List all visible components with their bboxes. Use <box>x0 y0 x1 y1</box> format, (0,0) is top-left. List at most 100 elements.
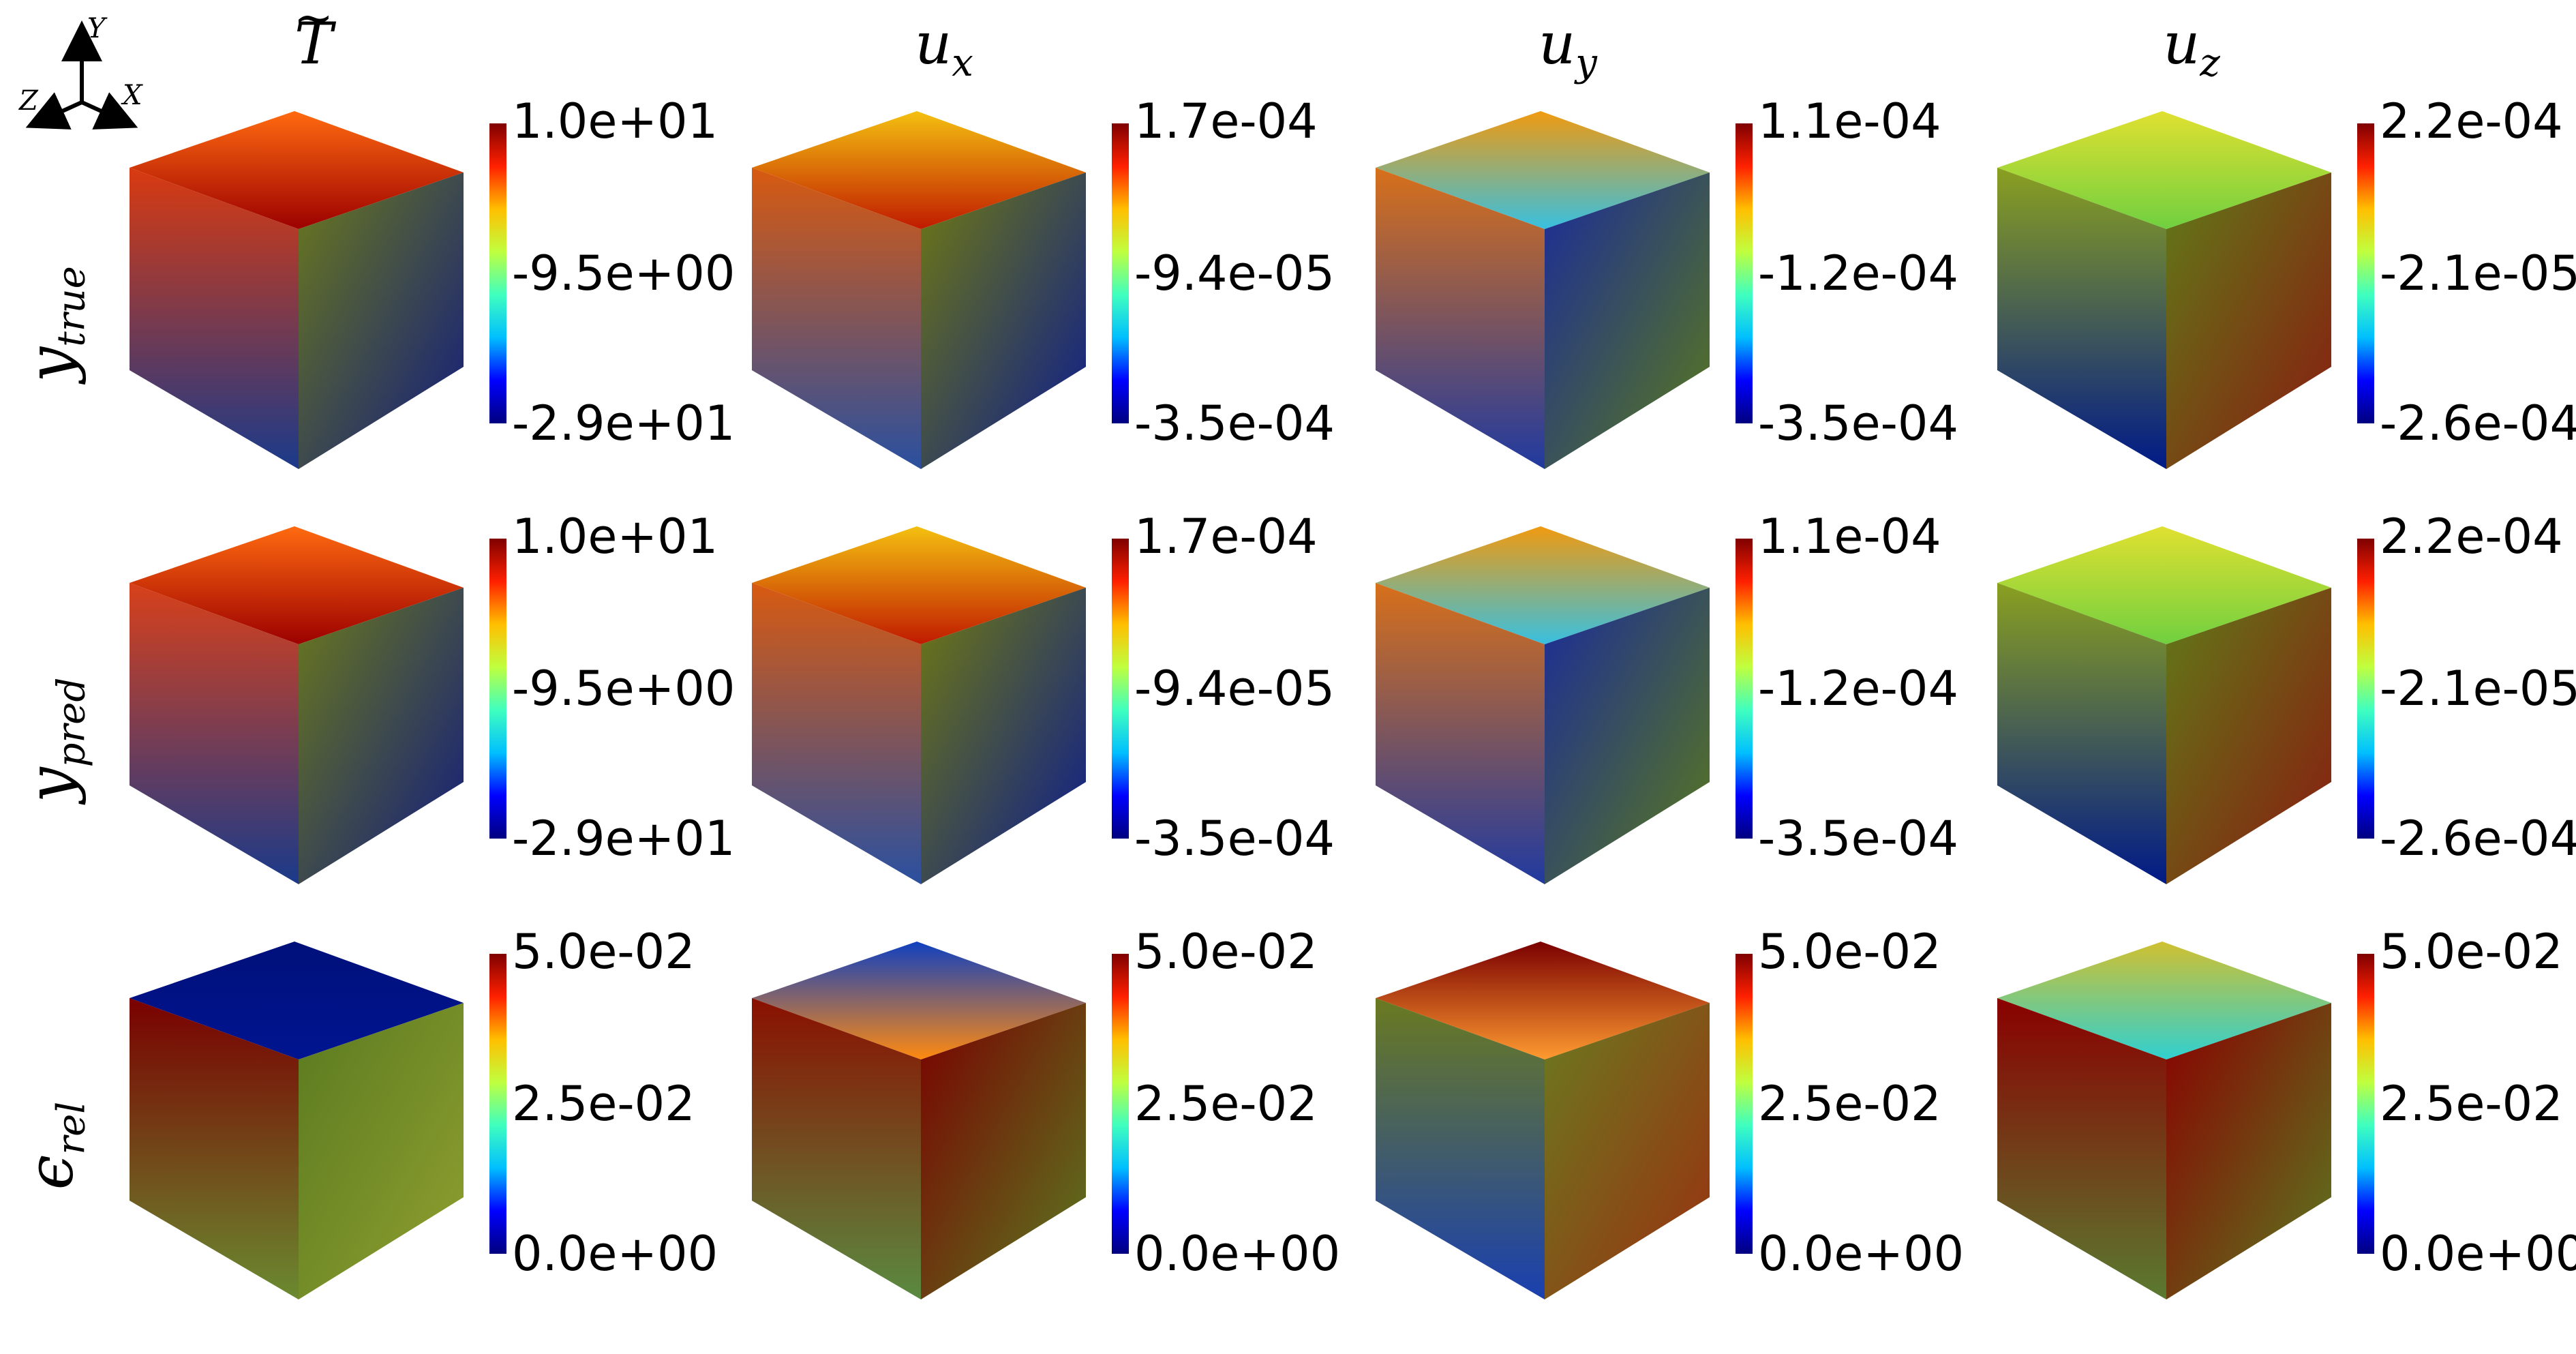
colorbar-mid-label: 2.5e-02 <box>512 1076 695 1132</box>
cube-right-face <box>299 1003 464 1299</box>
axis-y-label: Y <box>87 13 106 44</box>
cube-top-face <box>752 526 1086 644</box>
colorbar <box>489 539 506 839</box>
cube-left-face <box>1997 168 2166 469</box>
colorbar-max-label: 5.0e-02 <box>2380 924 2563 980</box>
colorbar-min-label: -2.6e-04 <box>2380 395 2576 451</box>
colorbar-min-label: 0.0e+00 <box>1134 1226 1341 1282</box>
colorbar <box>1736 539 1753 839</box>
colorbar-max-label: 5.0e-02 <box>1758 924 1941 980</box>
cube-left-face <box>1376 998 1545 1299</box>
cube-top-face <box>130 942 464 1059</box>
colorbar <box>489 123 506 423</box>
colorbar-mid-label: 2.5e-02 <box>2380 1076 2563 1132</box>
row-label-pred: ypred <box>14 672 106 809</box>
cube-top-face <box>1997 111 2331 229</box>
row-label-base: y <box>14 767 87 803</box>
colorbar-min-label: -3.5e-04 <box>1134 811 1335 867</box>
field-cube <box>130 526 464 884</box>
colorbar-min-label: 0.0e+00 <box>2380 1226 2576 1282</box>
cube-top-face <box>1376 942 1710 1059</box>
axis-z-label: Z <box>19 85 38 117</box>
colorbar <box>1736 123 1753 423</box>
cube-right-face <box>2166 172 2331 469</box>
cube-right-face <box>1545 588 1710 884</box>
cube-left-face <box>752 583 921 884</box>
field-cube <box>1997 111 2331 469</box>
row-label-base: ϵ <box>14 1154 87 1190</box>
row-label-sub: true <box>49 266 94 347</box>
cube-left-face <box>1997 998 2166 1299</box>
cube-top-face <box>1997 942 2331 1059</box>
cell-pred-uy: 1.1e-04 -1.2e-04 -3.5e-04 <box>1372 509 2016 939</box>
field-cube <box>1376 942 1710 1299</box>
colorbar-mid-label: -9.5e+00 <box>512 661 736 717</box>
column-title-sub: z <box>2200 41 2220 85</box>
colorbar-min-label: -2.6e-04 <box>2380 811 2576 867</box>
column-title-sub: y <box>1575 41 1597 85</box>
colorbar-max-label: 2.2e-04 <box>2380 93 2563 149</box>
cell-true-uy: 1.1e-04 -1.2e-04 -3.5e-04 <box>1372 94 2016 524</box>
cube-right-face <box>921 588 1086 884</box>
colorbar-max-label: 5.0e-02 <box>512 924 695 980</box>
colorbar <box>2357 123 2374 423</box>
colorbar-min-label: -2.9e+01 <box>512 395 736 451</box>
colorbar-min-label: -2.9e+01 <box>512 811 736 867</box>
cube-left-face <box>1997 583 2166 884</box>
colorbar-mid-label: -9.4e-05 <box>1134 661 1335 717</box>
colorbar-mid-label: -2.1e-05 <box>2380 245 2576 301</box>
axes-triad-icon <box>25 20 138 130</box>
axis-x-label: X <box>123 80 142 111</box>
row-label-true: ytrue <box>14 256 106 393</box>
colorbar-max-label: 1.1e-04 <box>1758 93 1941 149</box>
cell-rel-ux: 5.0e-02 2.5e-02 0.0e+00 <box>748 924 1393 1354</box>
colorbar-max-label: 2.2e-04 <box>2380 509 2563 565</box>
colorbar <box>2357 954 2374 1254</box>
colorbar-max-label: 1.0e+01 <box>512 509 718 565</box>
colorbar-mid-label: -9.4e-05 <box>1134 245 1335 301</box>
colorbar-min-label: -3.5e-04 <box>1758 395 1958 451</box>
colorbar-mid-label: -9.5e+00 <box>512 245 736 301</box>
colorbar-max-label: 5.0e-02 <box>1134 924 1318 980</box>
field-cube <box>1376 526 1710 884</box>
column-title-ux: ux <box>842 10 1046 97</box>
colorbar <box>2357 539 2374 839</box>
cell-rel-T: 5.0e-02 2.5e-02 0.0e+00 <box>126 924 770 1354</box>
row-label-rel: ϵrel <box>14 1078 106 1214</box>
cube-left-face <box>130 583 299 884</box>
cell-pred-T: 1.0e+01 -9.5e+00 -2.9e+01 <box>126 509 770 939</box>
colorbar-mid-label: 2.5e-02 <box>1134 1076 1318 1132</box>
cube-right-face <box>299 588 464 884</box>
column-title-uy: uy <box>1466 10 1670 97</box>
cube-left-face <box>752 998 921 1299</box>
field-cube <box>752 526 1086 884</box>
cube-left-face <box>1376 583 1545 884</box>
tilde-accent: ~ <box>293 0 334 46</box>
cell-rel-uz: 5.0e-02 2.5e-02 0.0e+00 <box>1994 924 2576 1354</box>
cube-top-face <box>752 111 1086 229</box>
cube-right-face <box>1545 1003 1710 1299</box>
colorbar-max-label: 1.7e-04 <box>1134 93 1318 149</box>
colorbar-mid-label: -2.1e-05 <box>2380 661 2576 717</box>
cube-right-face <box>2166 588 2331 884</box>
field-cube <box>130 942 464 1299</box>
cube-left-face <box>1376 168 1545 469</box>
cube-top-face <box>130 111 464 229</box>
cell-rel-uy: 5.0e-02 2.5e-02 0.0e+00 <box>1372 924 2016 1354</box>
colorbar-mid-label: -1.2e-04 <box>1758 661 1958 717</box>
axes-triad: Y Z X <box>14 7 150 130</box>
field-cube <box>1997 942 2331 1299</box>
colorbar-max-label: 1.0e+01 <box>512 93 718 149</box>
column-title-base: u <box>2163 10 2200 77</box>
colorbar-min-label: 0.0e+00 <box>1758 1226 1965 1282</box>
colorbar <box>1112 539 1129 839</box>
cube-right-face <box>2166 1003 2331 1299</box>
cube-right-face <box>921 172 1086 469</box>
cube-top-face <box>130 526 464 644</box>
cube-top-face <box>1376 111 1710 229</box>
colorbar <box>1112 123 1129 423</box>
cube-top-face <box>1997 526 2331 644</box>
cube-right-face <box>299 172 464 469</box>
colorbar <box>1112 954 1129 1254</box>
cube-left-face <box>752 168 921 469</box>
